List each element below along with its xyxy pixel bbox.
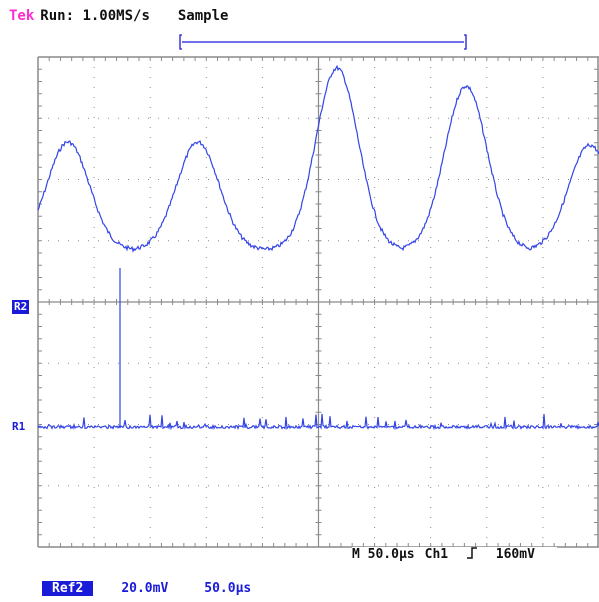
graticule-ticks <box>37 56 598 548</box>
trigger-readout: M 50.0µs Ch1 160mV <box>352 547 557 567</box>
volts-per-div: 20.0mV <box>121 581 169 596</box>
brand-logo: Tek <box>9 8 35 24</box>
time-per-div: 50.0µs <box>204 581 252 596</box>
rising-edge-icon <box>458 547 486 562</box>
ref2-label[interactable]: Ref2 <box>42 581 94 596</box>
ref1-marker[interactable]: R1 <box>12 420 26 433</box>
timebase-readout: M 50.0µs <box>352 547 415 562</box>
acquisition-mode: Sample <box>177 8 229 24</box>
trigger-source: Ch1 <box>424 547 449 562</box>
record-window-indicator <box>179 34 467 50</box>
ref2-marker[interactable]: R2 <box>12 300 30 314</box>
status-bar: Tek Run: 1.00MS/s Sample <box>9 8 228 24</box>
trigger-level: 160mV <box>495 547 535 562</box>
reference-readout: Ref2 20.0mV 50.0µs <box>42 581 251 596</box>
run-status: Run: 1.00MS/s <box>40 8 150 24</box>
ref1-waveform <box>37 413 599 431</box>
ref2-waveform <box>37 64 599 253</box>
